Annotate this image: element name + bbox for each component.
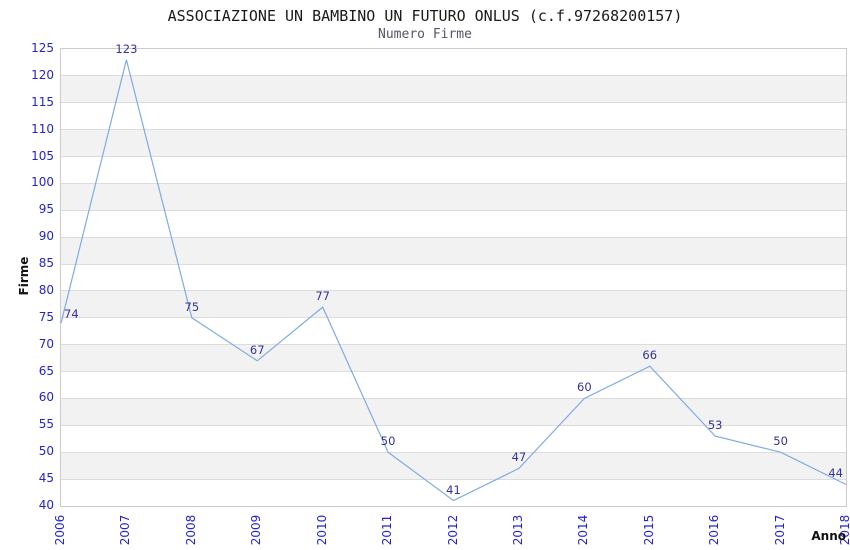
data-point-label: 50	[380, 434, 396, 449]
y-axis-tick-label: 60	[38, 390, 54, 405]
data-point-label: 47	[511, 450, 527, 465]
y-axis-tick-label: 100	[31, 175, 54, 190]
series-polyline	[60, 59, 847, 502]
chart-subtitle: Numero Firme	[378, 27, 472, 42]
data-point-label: 75	[184, 299, 200, 314]
gridline	[61, 75, 846, 77]
gridline	[61, 129, 846, 131]
y-axis-tick-label: 50	[38, 444, 54, 459]
plot-band	[61, 237, 846, 265]
x-axis-tick-label: 2010	[314, 514, 329, 546]
gridline	[61, 478, 846, 480]
y-axis-tick-label: 120	[31, 67, 54, 82]
x-axis-tick-label: 2017	[772, 514, 787, 546]
y-axis-tick-label: 80	[38, 282, 54, 297]
y-axis-tick-label: 45	[38, 471, 54, 486]
x-axis-tick-label: 2008	[183, 514, 198, 546]
line-series	[60, 59, 847, 502]
x-axis-tick-label: 2014	[576, 514, 591, 546]
y-axis-tick-label: 65	[38, 363, 54, 378]
x-axis-tick-label: 2009	[249, 514, 264, 546]
x-axis-tick-label: 2011	[380, 514, 395, 546]
gridline	[61, 102, 846, 104]
data-point-label: 123	[115, 41, 138, 56]
gridline	[61, 424, 846, 426]
y-axis-tick-label: 40	[38, 498, 54, 512]
data-point-label: 60	[577, 380, 592, 395]
gridline	[61, 156, 846, 158]
gridline	[61, 290, 846, 292]
plot-band	[61, 129, 846, 157]
data-point-label: 53	[707, 418, 723, 433]
data-point-label: 50	[773, 434, 788, 449]
gridline	[61, 344, 846, 346]
x-axis-tick-label: 2015	[641, 514, 656, 546]
y-axis-tick-label: 75	[38, 309, 54, 324]
y-axis-tick-label: 85	[38, 256, 54, 271]
gridline	[61, 209, 846, 211]
data-point-label: 77	[315, 289, 330, 304]
gridline	[61, 236, 846, 238]
y-axis-tick-label: 70	[38, 336, 54, 351]
gridline	[61, 451, 846, 453]
x-axis-tick-label: 2016	[707, 514, 722, 546]
gridline	[61, 182, 846, 184]
data-point-label: 41	[446, 482, 461, 497]
y-axis-tick-label: 110	[31, 121, 54, 136]
data-point-label: 44	[828, 466, 843, 481]
plot-band	[61, 398, 846, 426]
plot-band	[61, 75, 846, 103]
y-axis-tick-label: 55	[38, 417, 54, 432]
data-point-label: 66	[642, 348, 658, 363]
y-axis-tick-label: 95	[38, 202, 54, 217]
plot-band	[61, 183, 846, 211]
gridline	[61, 371, 846, 373]
y-axis-tick-label: 90	[38, 229, 54, 244]
chart-title: ASSOCIAZIONE UN BAMBINO UN FUTURO ONLUS …	[167, 7, 683, 25]
plot-area: 74 123 75 67 77 50 41 47 60 66 53 50 44	[60, 42, 847, 507]
gridline	[61, 263, 846, 265]
x-axis-tick-label: 2013	[510, 514, 525, 546]
data-point-label: 74	[64, 307, 79, 322]
y-axis-tick-label: 125	[31, 41, 54, 55]
y-axis-tick-label: 115	[31, 94, 54, 109]
x-axis-tick-label: 2007	[118, 514, 133, 546]
y-axis-title: Firme	[17, 256, 31, 296]
plot-band	[61, 290, 846, 318]
x-axis-tick-label: 2012	[445, 514, 460, 546]
x-axis-tick-label: 2006	[53, 514, 67, 546]
data-point-label: 67	[249, 342, 265, 357]
plot-band	[61, 452, 846, 480]
plot-band	[61, 344, 846, 372]
gridline	[61, 397, 846, 399]
x-axis-title: Anno	[811, 529, 846, 543]
gridline	[61, 317, 846, 319]
y-axis-tick-label: 105	[31, 148, 54, 163]
